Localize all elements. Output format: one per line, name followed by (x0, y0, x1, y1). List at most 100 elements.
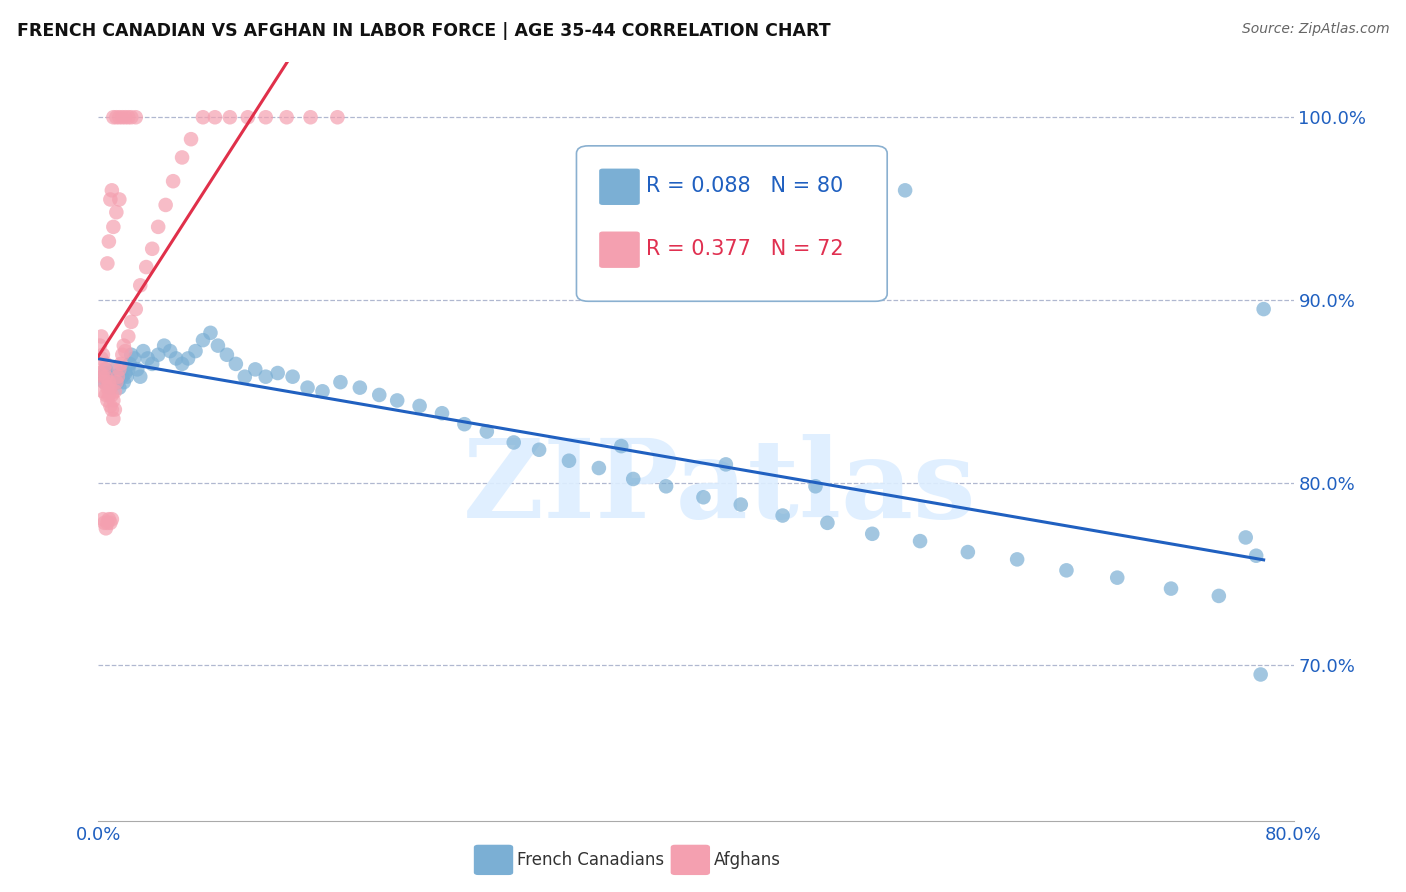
Point (103, 393, 125, 408)
Point (93, 375, 115, 389)
Point (804, 479, 827, 493)
Point (621, 472, 644, 486)
Point (610, 439, 633, 453)
Point (117, 362, 139, 376)
Point (299, 110, 322, 124)
Point (114, 110, 136, 124)
Point (132, 344, 155, 359)
Point (200, 326, 222, 340)
Point (129, 369, 152, 384)
Point (281, 369, 304, 384)
Text: FRENCH CANADIAN VS AFGHAN IN LABOR FORCE | AGE 35-44 CORRELATION CHART: FRENCH CANADIAN VS AFGHAN IN LABOR FORCE… (17, 22, 831, 40)
Point (97, 369, 120, 384)
Point (475, 425, 498, 439)
Point (1253, 302, 1275, 317)
Point (349, 381, 371, 395)
Text: ZIPatlas: ZIPatlas (463, 434, 977, 541)
Point (111, 369, 134, 384)
Point (254, 369, 277, 384)
Point (408, 399, 430, 413)
Point (148, 219, 170, 234)
Point (219, 110, 242, 124)
Point (110, 366, 132, 380)
Point (1244, 549, 1267, 563)
Point (326, 110, 349, 124)
Point (93, 516, 115, 530)
Point (111, 110, 134, 124)
Point (276, 110, 298, 124)
Point (98, 381, 122, 395)
Point (191, 110, 214, 124)
Point (96, 516, 118, 530)
Point (101, 512, 124, 526)
Point (97, 512, 120, 526)
Point (120, 110, 142, 124)
Point (730, 498, 752, 512)
Point (141, 357, 163, 371)
Point (91, 369, 114, 384)
Text: Source: ZipAtlas.com: Source: ZipAtlas.com (1241, 22, 1389, 37)
Point (90, 329, 112, 343)
Point (225, 357, 247, 371)
Point (204, 110, 226, 124)
Point (125, 110, 148, 124)
Point (311, 384, 333, 399)
Point (162, 174, 184, 188)
Point (1234, 531, 1257, 545)
Point (105, 375, 128, 389)
Point (172, 357, 194, 371)
Point (153, 338, 176, 352)
Point (692, 490, 714, 504)
Point (97, 235, 120, 249)
Point (105, 369, 128, 384)
Point (112, 375, 135, 389)
Point (772, 508, 794, 523)
Point (104, 362, 127, 376)
Point (118, 357, 141, 371)
Point (254, 110, 277, 124)
Point (96, 393, 118, 408)
Point (89, 366, 111, 380)
Point (105, 110, 128, 124)
Point (90, 351, 112, 366)
Point (894, 183, 917, 197)
Point (104, 402, 127, 417)
Point (165, 351, 187, 366)
Point (117, 329, 139, 343)
Point (125, 302, 148, 317)
Point (91, 384, 114, 399)
Point (101, 402, 124, 417)
Point (94, 388, 117, 402)
Point (101, 388, 124, 402)
Point (117, 110, 139, 124)
Point (97, 375, 120, 389)
Point (94, 369, 117, 384)
Point (114, 344, 136, 359)
Point (1107, 571, 1129, 585)
Point (236, 110, 259, 124)
Point (655, 479, 678, 493)
Point (91, 348, 114, 362)
Point (245, 362, 267, 376)
Point (588, 461, 610, 475)
Point (107, 375, 129, 389)
FancyBboxPatch shape (599, 232, 640, 268)
Point (108, 110, 131, 124)
Point (94, 521, 117, 535)
Point (91, 512, 114, 526)
Point (101, 183, 124, 197)
Point (1056, 563, 1078, 577)
Point (159, 344, 181, 359)
Point (115, 369, 138, 384)
Point (94, 362, 117, 376)
Point (215, 348, 238, 362)
Point (103, 219, 125, 234)
Point (111, 348, 134, 362)
Point (105, 205, 128, 219)
Point (120, 348, 142, 362)
Point (136, 351, 159, 366)
Point (956, 545, 979, 559)
Point (103, 411, 125, 425)
Point (135, 260, 157, 274)
Point (430, 406, 453, 420)
